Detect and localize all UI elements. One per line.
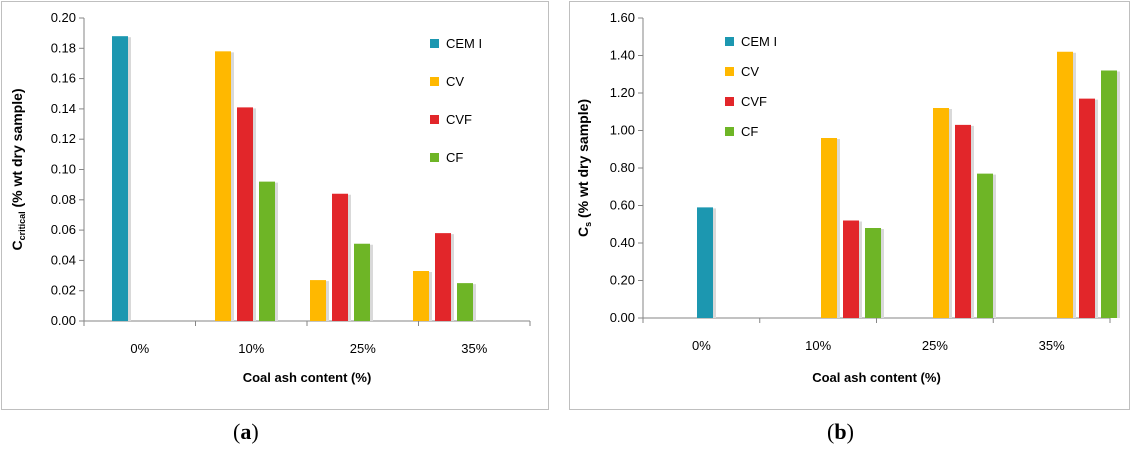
- y-axis-label: Cs (% wt dry sample): [575, 99, 593, 237]
- x-tick-label: 35%: [1039, 338, 1065, 353]
- legend-label: CV: [446, 74, 464, 89]
- caption-a-letter: a: [240, 419, 252, 444]
- y-axis-label: Ccritical (% wt dry sample): [9, 88, 27, 250]
- y-tick-label: 0.20: [610, 273, 635, 288]
- bar-cf: [977, 173, 993, 318]
- x-tick-label: 35%: [461, 341, 487, 356]
- y-tick-label: 0.16: [51, 71, 76, 86]
- bar-cf: [1101, 70, 1117, 318]
- y-tick-label: 0.20: [51, 10, 76, 25]
- legend-label: CEM I: [741, 34, 777, 49]
- legend-swatch: [430, 39, 439, 48]
- chart-frame: [569, 1, 1130, 410]
- y-tick-label: 0.00: [610, 310, 635, 325]
- bar-cv: [821, 138, 837, 318]
- bar-cf: [865, 228, 881, 318]
- y-tick-label: 0.10: [51, 162, 76, 177]
- y-tick-label: 0.12: [51, 131, 76, 146]
- x-tick-label: 25%: [350, 341, 376, 356]
- legend-label: CVF: [446, 112, 472, 127]
- y-tick-label: 1.60: [610, 10, 635, 25]
- bar-cvf: [955, 124, 971, 318]
- y-tick-label: 0.60: [610, 198, 635, 213]
- caption-b-letter: b: [834, 419, 847, 444]
- bar-cvf: [237, 107, 253, 321]
- bar-cf: [457, 283, 473, 321]
- legend-label: CEM I: [446, 36, 482, 51]
- bar-cv: [215, 51, 231, 321]
- caption-b: (b): [827, 419, 854, 444]
- y-tick-label: 0.08: [51, 192, 76, 207]
- x-tick-label: 10%: [238, 341, 264, 356]
- legend-label: CVF: [741, 94, 767, 109]
- legend-swatch: [725, 127, 734, 136]
- y-tick-label: 1.00: [610, 123, 635, 138]
- chart-frame: [1, 1, 549, 410]
- y-tick-label: 1.20: [610, 85, 635, 100]
- y-tick-label: 0.14: [51, 101, 76, 116]
- legend-label: CF: [446, 150, 463, 165]
- bar-cvf: [843, 220, 859, 318]
- x-axis-label: Coal ash content (%): [812, 370, 941, 385]
- legend-swatch: [725, 97, 734, 106]
- x-tick-label: 25%: [922, 338, 948, 353]
- y-tick-label: 0.18: [51, 40, 76, 55]
- bar-cvf: [1079, 98, 1095, 318]
- y-tick-label: 0.00: [51, 313, 76, 328]
- bar-cv: [1057, 51, 1073, 318]
- legend-swatch: [725, 67, 734, 76]
- bar-cf: [354, 243, 370, 321]
- bar-cf: [259, 181, 275, 321]
- bar-cem-i: [697, 207, 713, 318]
- y-tick-label: 0.80: [610, 160, 635, 175]
- legend-label: CV: [741, 64, 759, 79]
- chart-a: 0.00 0.02 0.04 0.06 0.08 0.10 0.12 0.14 0.16 0.18…: [1, 1, 549, 410]
- x-axis-label: Coal ash content (%): [243, 370, 372, 385]
- y-tick-label: 0.02: [51, 283, 76, 298]
- bar-cvf: [435, 233, 451, 321]
- y-tick-label: 0.06: [51, 222, 76, 237]
- legend-label: CF: [741, 124, 758, 139]
- bar-cv: [413, 271, 429, 321]
- y-tick-label: 0.40: [610, 235, 635, 250]
- legend-swatch: [430, 77, 439, 86]
- legend-swatch: [430, 153, 439, 162]
- x-tick-label: 0%: [692, 338, 711, 353]
- bar-cv: [933, 108, 949, 318]
- bar-cvf: [332, 193, 348, 321]
- y-tick-label: 1.40: [610, 48, 635, 63]
- bar-cv: [310, 280, 326, 321]
- x-tick-label: 0%: [130, 341, 149, 356]
- chart-b: 0.00 0.20 0.40 0.60 0.80 1.00 1.20 1.40 1.60 0% 10…: [569, 1, 1130, 410]
- bar-cem-i: [112, 36, 128, 322]
- x-tick-label: 10%: [805, 338, 831, 353]
- legend-swatch: [725, 37, 734, 46]
- caption-a: (a): [233, 419, 259, 444]
- legend-swatch: [430, 115, 439, 124]
- y-tick-label: 0.04: [51, 252, 76, 267]
